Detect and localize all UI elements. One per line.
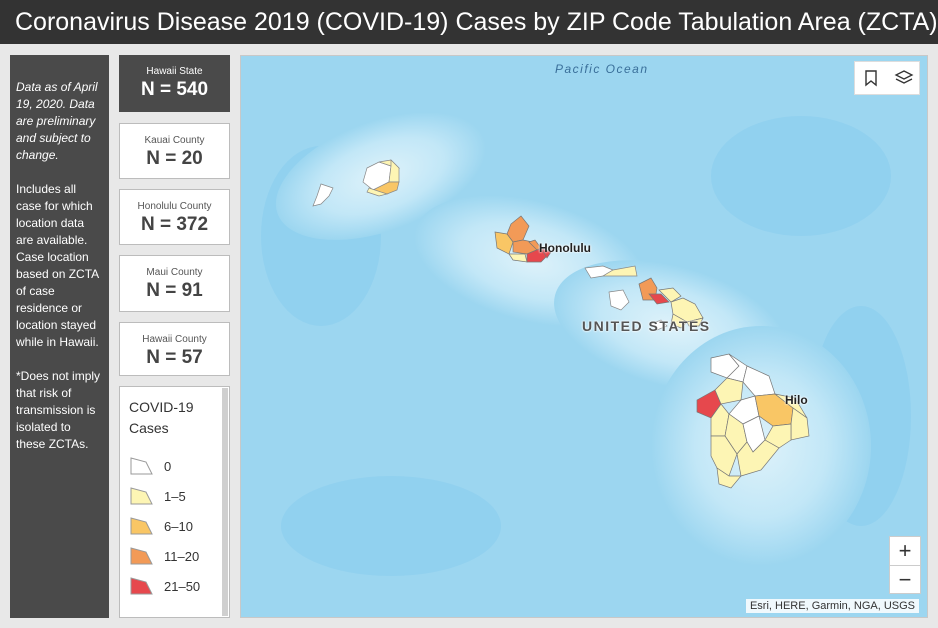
stat-label: Honolulu County [137,201,212,212]
map-view[interactable]: Pacific Ocean UNITED STATES Honolulu Hil… [240,55,928,618]
layers-button[interactable] [888,62,920,94]
stat-kauai-county: Kauai County N = 20 [119,123,230,179]
stat-hawaii-county: Hawaii County N = 57 [119,322,230,376]
zcta-area [650,319,668,331]
stat-maui-county: Maui County N = 91 [119,255,230,312]
stat-value: N = 20 [146,148,203,169]
stat-honolulu-county: Honolulu County N = 372 [119,189,230,245]
zcta-area [764,423,792,449]
legend-swatch [130,487,153,505]
stat-value: N = 91 [146,280,203,301]
zcta-area [601,265,638,277]
zoom-out-button[interactable]: − [898,567,912,592]
legend-scrollbar[interactable] [222,388,228,616]
zcta-area [540,247,552,259]
molokai-island [584,265,638,279]
oahu-island [494,215,552,263]
place-label-hilo: Hilo [785,393,808,407]
kauai-island [362,159,401,197]
legend-swatch [130,517,153,535]
zcta-area [714,377,744,405]
country-label: UNITED STATES [582,318,711,334]
zoom-controls: + − [889,536,921,594]
zcta-area [790,407,810,441]
zcta-area [312,183,334,207]
layers-icon [894,70,914,84]
zcta-area [366,187,389,197]
legend-label: 21–50 [164,579,201,594]
stat-label: Kauai County [144,135,205,146]
legend-label: 1–5 [164,489,186,504]
zcta-area [372,181,400,195]
legend-swatch [130,457,153,475]
disclaimer-note: *Does not imply that risk of transmissio… [16,369,101,451]
map-attribution: Esri, HERE, Garmin, NGA, USGS [745,599,919,613]
legend-title: COVID-19 Cases [129,399,194,436]
place-label-honolulu: Honolulu [539,241,591,255]
ocean-label: Pacific Ocean [555,62,649,76]
map-legend: COVID-19 Cases 0 1–5 6–10 11–20 21–50 [119,386,230,618]
bookmark-icon [865,70,877,87]
data-date-note: Data as of April 19, 2020. Data are prel… [16,80,98,162]
legend-swatch [130,547,153,565]
bookmark-button[interactable] [855,62,887,94]
map-tools [854,61,920,95]
stat-value: N = 540 [140,79,209,100]
stat-label: Hawaii State [146,66,203,77]
zcta-area [736,439,780,477]
legend-swatch [130,577,153,595]
maui-island [638,277,704,329]
zcta-area [528,239,542,251]
zcta-area [648,293,670,305]
basemap [241,56,927,617]
zcta-area [716,467,742,489]
legend-label: 6–10 [164,519,193,534]
zoom-in-button[interactable]: + [890,537,920,566]
stat-value: N = 372 [140,214,209,235]
notes-panel: Data as of April 19, 2020. Data are prel… [10,55,109,618]
stat-value: N = 57 [146,347,203,368]
zcta-area [608,289,630,311]
zcta-area [494,231,514,255]
zcta-area [658,287,682,303]
stat-label: Maui County [146,267,203,278]
page-title: Coronavirus Disease 2019 (COVID-19) Case… [0,0,938,44]
inclusion-note: Includes all case for which location dat… [16,182,99,349]
zcta-area [670,313,688,329]
stat-hawaii-state: Hawaii State N = 540 [119,55,230,112]
stat-label: Hawaii County [142,334,207,345]
hawaii-island [696,353,810,489]
legend-label: 0 [164,459,172,474]
zcta-area [686,317,704,327]
legend-label: 11–20 [164,549,200,564]
